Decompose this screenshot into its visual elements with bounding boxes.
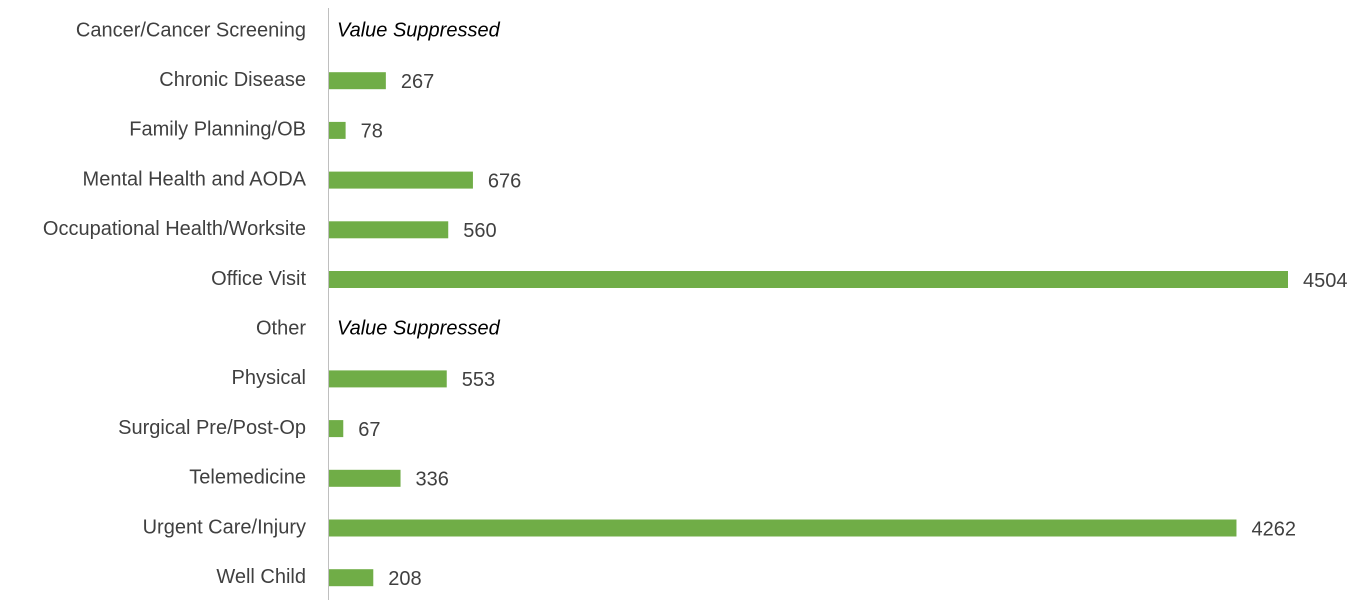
value-label: 267 — [401, 71, 434, 93]
value-label: 4504 — [1303, 270, 1348, 292]
bar — [329, 121, 346, 139]
category-label: Occupational Health/Worksite — [43, 218, 306, 240]
category-label: Physical — [232, 367, 306, 389]
value-label: 67 — [358, 419, 380, 441]
value-label: 336 — [416, 469, 449, 491]
value-label: 208 — [388, 568, 421, 590]
category-label: Chronic Disease — [159, 69, 306, 91]
category-label: Telemedicine — [189, 467, 306, 489]
value-label: 560 — [463, 220, 496, 242]
category-label: Mental Health and AODA — [83, 168, 307, 190]
bar — [329, 519, 1237, 537]
value-label: 78 — [361, 121, 383, 143]
category-label: Family Planning/OB — [129, 119, 306, 141]
bar — [329, 370, 447, 388]
bar — [329, 221, 449, 239]
category-label: Surgical Pre/Post-Op — [118, 417, 306, 439]
bar — [329, 420, 344, 438]
value-label: 4262 — [1251, 518, 1296, 540]
value-label: 676 — [488, 170, 521, 192]
value-label: Value Suppressed — [337, 19, 501, 41]
bar — [329, 171, 473, 189]
category-label: Well Child — [216, 566, 306, 588]
category-label: Cancer/Cancer Screening — [76, 19, 306, 41]
bar — [329, 72, 386, 90]
value-label: Value Suppressed — [337, 317, 501, 339]
bar — [329, 271, 1288, 288]
value-label: 553 — [462, 369, 495, 391]
category-label: Office Visit — [211, 268, 306, 290]
category-label: Other — [256, 317, 306, 339]
bar — [329, 569, 374, 587]
bar — [329, 469, 401, 487]
category-label: Urgent Care/Injury — [143, 516, 306, 538]
